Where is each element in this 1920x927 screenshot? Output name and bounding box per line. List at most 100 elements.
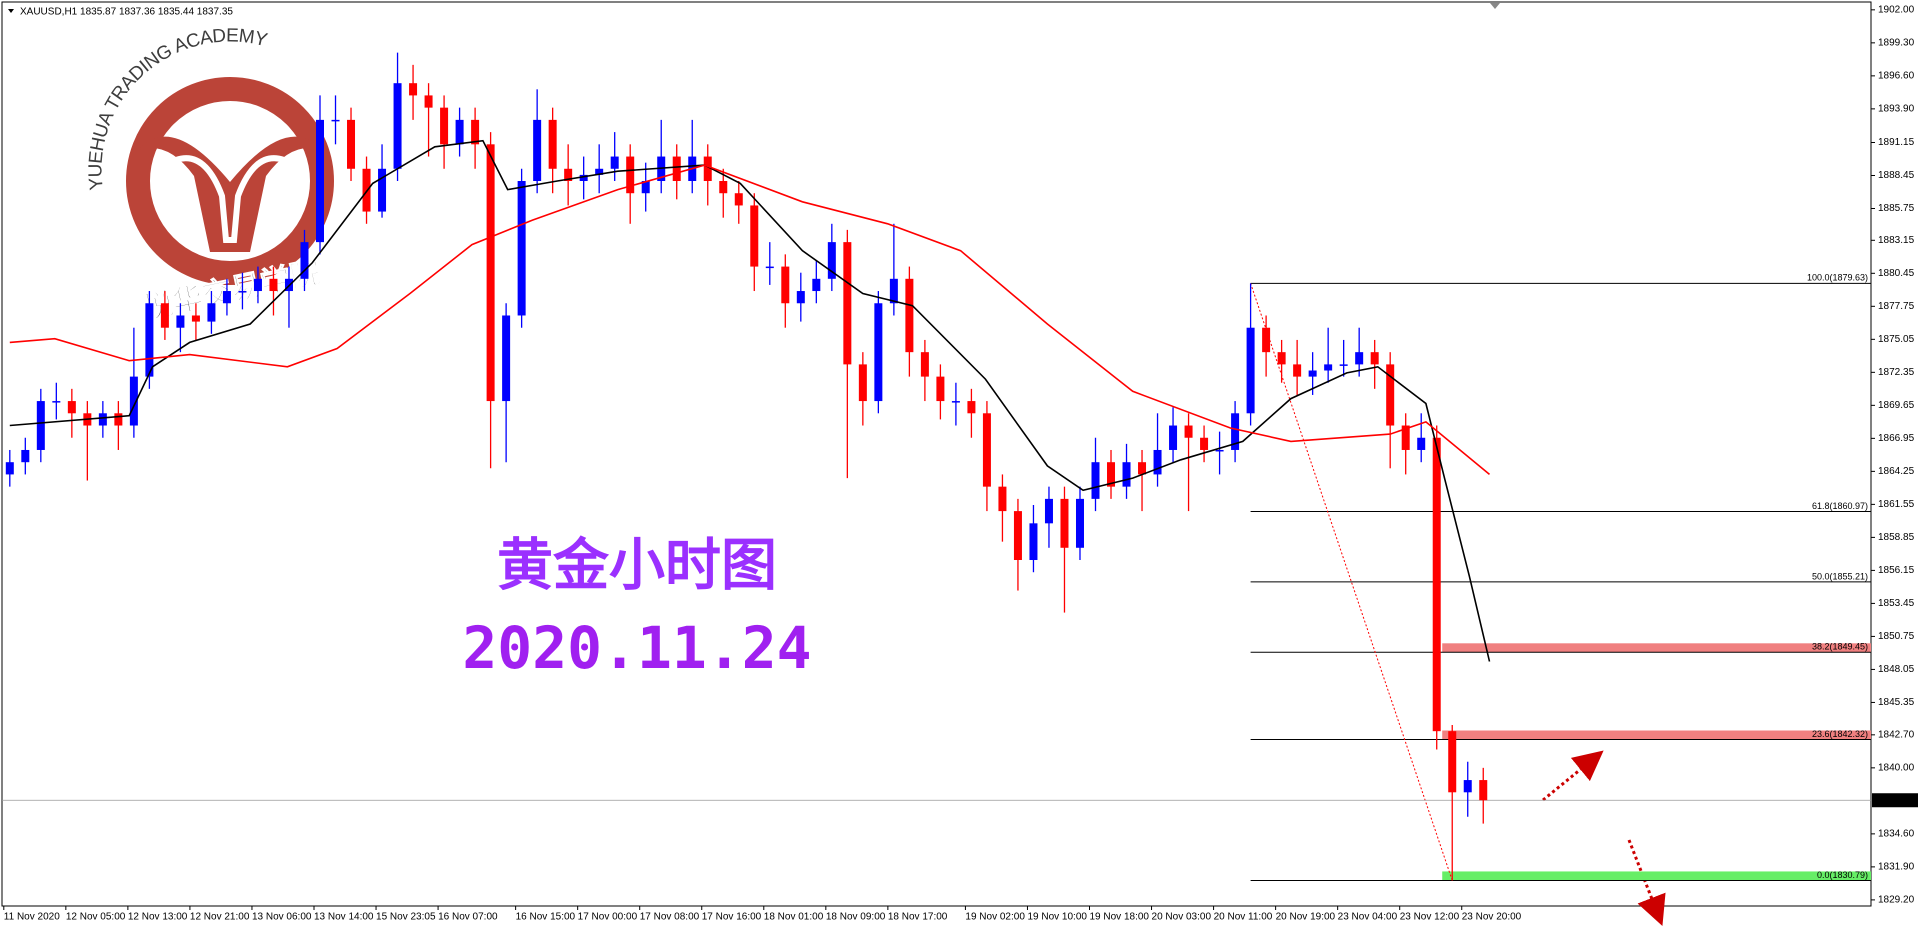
candle-body [5,462,14,475]
y-tick-label: 1885.75 [1878,203,1915,214]
candle-body [1138,462,1147,475]
fib-label: 50.0(1855.21) [1812,571,1868,581]
y-tick-label: 1899.30 [1878,37,1915,48]
candle-body [533,119,542,181]
candle-body [936,376,945,402]
fib-diagonal [1250,283,1453,881]
candle-body [703,156,712,181]
candle-body [21,449,30,463]
x-tick-label: 16 Nov 07:00 [438,912,498,923]
x-tick-label: 17 Nov 08:00 [640,912,700,923]
candle-body [1169,425,1178,450]
y-tick-label: 1893.90 [1878,104,1915,115]
y-tick-label: 1891.15 [1878,137,1915,148]
y-tick-label: 1842.70 [1878,729,1915,740]
candle-body [579,174,588,181]
header: XAUUSD,H1 1835.87 1837.36 1835.44 1837.3… [20,7,233,18]
candle-body [781,266,790,304]
y-tick-label: 1864.25 [1878,466,1915,477]
x-tick-label: 17 Nov 16:00 [702,912,762,923]
candle-body [1432,437,1441,732]
scroll-marker [1490,3,1500,9]
candle-body [486,144,495,402]
x-tick-label: 18 Nov 09:00 [826,912,886,923]
x-tick-label: 19 Nov 10:00 [1027,912,1087,923]
candle-body [145,303,154,377]
candle-body [951,401,960,403]
x-tick-label: 20 Nov 03:00 [1152,912,1212,923]
current-price-label: 1837.35 [1876,795,1913,806]
fib-zone [1442,871,1871,881]
candle-body [1262,327,1271,353]
candle-body [409,83,418,96]
x-tick-label: 20 Nov 11:00 [1214,912,1273,923]
candle-body [1091,462,1100,499]
candle-body [796,291,805,304]
candle-body [564,168,573,181]
fib-label: 61.8(1860.97) [1812,501,1868,511]
candle-body [827,242,836,279]
x-tick-label: 13 Nov 14:00 [314,912,374,923]
x-tick-label: 17 Nov 00:00 [578,912,638,923]
candle-body [843,242,852,365]
candle-body [1370,352,1379,365]
candle-body [1339,364,1348,366]
candle-body [998,486,1007,512]
y-tick-label: 1902.00 [1878,4,1915,15]
candle-body [626,156,635,194]
y-tick-label: 1861.55 [1878,499,1915,510]
x-tick-label: 11 Nov 2020 [4,912,60,923]
fib-zone [1442,730,1871,740]
y-tick-label: 1875.05 [1878,334,1915,345]
x-tick-label: 18 Nov 01:00 [764,912,824,923]
candle-body [502,315,511,402]
candle-body [1075,498,1084,548]
candle-body [129,376,138,426]
candle-body [114,413,123,426]
y-tick-label: 1829.20 [1878,895,1915,906]
candle-body [641,180,650,194]
candle-body [300,242,309,279]
y-tick-label: 1845.35 [1878,697,1915,708]
candle-body [719,180,728,194]
x-tick-label: 19 Nov 02:00 [965,912,1025,923]
x-tick-label: 19 Nov 18:00 [1090,912,1150,923]
header-arrow [8,9,14,13]
x-tick-label: 13 Nov 06:00 [252,912,312,923]
annotation-date: 2020.11.24 [462,614,811,682]
y-tick-label: 1831.90 [1878,862,1915,873]
y-tick-label: 1840.00 [1878,762,1915,773]
candle-body [765,266,774,269]
logo-symbol [138,136,322,252]
y-tick-label: 1880.45 [1878,268,1915,279]
fib-label: 100.0(1879.63) [1807,273,1868,283]
y-tick-label: 1883.15 [1878,235,1915,246]
annotation-title: 黄金小时图 [497,533,777,599]
candle-body [889,278,898,304]
candle-body [858,364,867,402]
y-tick-label: 1850.75 [1878,631,1915,642]
candle-body [734,193,743,206]
x-tick-label: 20 Nov 19:00 [1276,912,1336,923]
candle-body [982,413,991,487]
moving-average [9,164,1491,476]
candle-body [455,119,464,145]
y-tick-label: 1877.75 [1878,301,1915,312]
y-tick-label: 1896.60 [1878,70,1915,81]
x-tick-label: 18 Nov 17:00 [888,912,948,923]
y-tick-label: 1869.65 [1878,400,1915,411]
candle-body [378,168,387,212]
y-tick-label: 1848.05 [1878,664,1915,675]
y-tick-label: 1834.60 [1878,829,1915,840]
candle-body [36,401,45,450]
current-price-box [1872,793,1918,808]
candle-body [253,278,262,292]
x-tick-label: 12 Nov 13:00 [128,912,188,923]
candle-body [393,83,402,169]
candle-body [1463,780,1472,793]
candle-body [874,303,883,402]
x-tick-label: 23 Nov 20:00 [1462,912,1522,923]
candle-body [967,401,976,414]
candle-body [1246,327,1255,414]
